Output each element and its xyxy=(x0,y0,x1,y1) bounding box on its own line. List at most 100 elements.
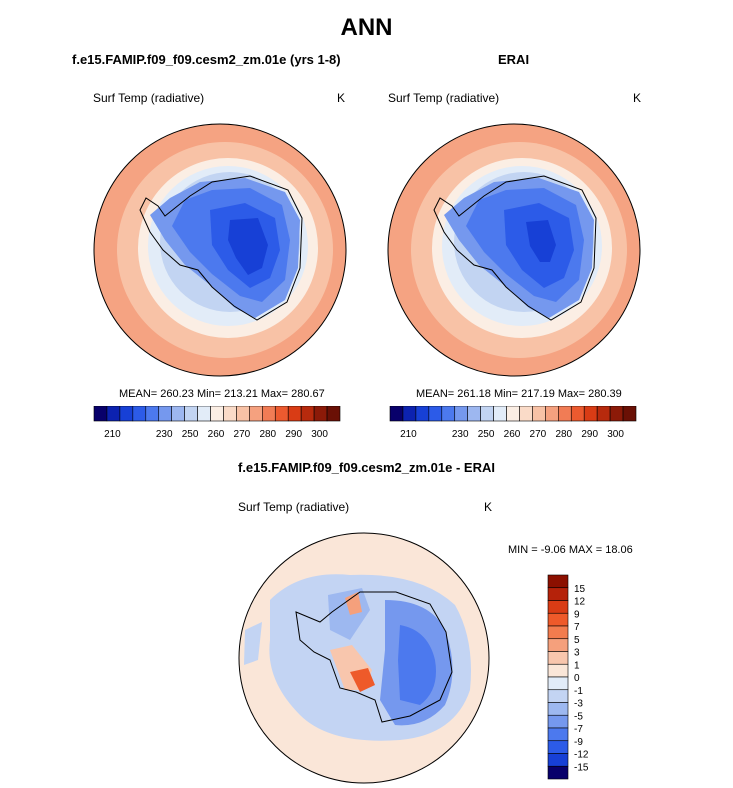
diff-colorbar-tick-label: -15 xyxy=(574,762,589,773)
diff-colorbar-tick-label: -12 xyxy=(574,750,589,761)
panel2-colorbar-tick-label: 280 xyxy=(555,429,572,440)
panel2-colorbar-tick-label: 270 xyxy=(530,429,547,440)
diff-colorbar-swatch xyxy=(547,676,569,691)
diff-colorbar-swatch xyxy=(547,600,569,614)
panel2-colorbar-swatch xyxy=(428,406,443,422)
panel2-colorbar-swatch xyxy=(519,406,533,422)
panel1-colorbar-swatch xyxy=(158,406,172,422)
panel1-title: f.e15.FAMIP.f09_f09.cesm2_zm.01e (yrs 1-… xyxy=(72,52,341,67)
panel1-colorbar-tick-label: 210 xyxy=(104,429,121,440)
panel1-colorbar-swatch xyxy=(106,406,121,422)
panel1-colorbar-swatch xyxy=(262,406,276,422)
diff-colorbar-tick-label: -3 xyxy=(574,699,583,710)
panel2-map-border xyxy=(387,123,641,377)
panel1-colorbar-swatch xyxy=(223,406,237,422)
panel2-variable-label: Surf Temp (radiative) xyxy=(388,91,500,105)
diff-colorbar-swatch xyxy=(547,663,569,678)
panel1-colorbar-swatch xyxy=(249,406,263,422)
panel1-colorbar-tick-label: 280 xyxy=(259,429,276,440)
panel2-units-label: K xyxy=(633,91,642,105)
panel1-variable-label: Surf Temp (radiative) xyxy=(93,91,205,105)
panel1-colorbar-swatch xyxy=(313,406,328,422)
panel2-ice-min xyxy=(526,220,556,262)
diff-colorbar-swatch xyxy=(547,574,569,589)
panel2-colorbar-tick-label: 300 xyxy=(607,429,624,440)
panel2-colorbar-swatch xyxy=(583,406,598,422)
panel2-colorbar-tick-label: 250 xyxy=(478,429,495,440)
panel1-colorbar-swatch xyxy=(119,406,134,422)
panel2-colorbar-swatch xyxy=(441,406,456,422)
panel1-colorbar-swatch xyxy=(93,406,108,422)
panel2-colorbar-swatch xyxy=(545,406,559,422)
diff-colorbar-tick-label: -9 xyxy=(574,737,583,748)
panel1-colorbar-swatch xyxy=(300,406,315,422)
diff-colorbar-tick-label: 12 xyxy=(574,597,586,608)
panel2-colorbar-swatch xyxy=(415,406,430,422)
diff-colorbar-swatch xyxy=(547,714,569,729)
main-title: ANN xyxy=(340,14,393,41)
panel2-colorbar-tick-label: 290 xyxy=(581,429,598,440)
diff-colorbar: 15 129 7 5 31 0 -1 -3-5 -7 -9 -12-15 xyxy=(547,574,589,780)
panel1-colorbar-swatch xyxy=(326,406,341,422)
panel1-colorbar-tick-label: 260 xyxy=(208,429,225,440)
diff-panel-title: f.e15.FAMIP.f09_f09.cesm2_zm.01e - ERAI xyxy=(237,460,495,475)
panel1-colorbar-swatch xyxy=(145,406,160,422)
diff-warm-peninsula xyxy=(345,592,362,615)
panel2-colorbar-swatch xyxy=(389,406,404,422)
panel1-colorbar-swatch xyxy=(210,406,224,422)
panel2-colorbar: 210 230 250 260 270 280 290 300 xyxy=(389,406,637,440)
diff-colorbar-swatch xyxy=(547,740,569,754)
panel2-colorbar-swatch xyxy=(622,406,637,422)
diff-variable-label: Surf Temp (radiative) xyxy=(238,500,350,514)
panel1-colorbar: 210 230 250 260 270 280 290 300 xyxy=(93,406,341,440)
diff-colorbar-swatch xyxy=(547,638,569,652)
panel1-ice-min xyxy=(228,218,268,275)
panel2-colorbar-tick-label: 260 xyxy=(504,429,521,440)
panel1-colorbar-swatch xyxy=(287,406,302,422)
diff-colorbar-tick-label: 0 xyxy=(574,673,580,684)
diff-colorbar-swatch xyxy=(547,625,569,640)
diff-colorbar-swatch xyxy=(547,753,569,767)
diff-colorbar-tick-label: 9 xyxy=(574,609,580,620)
diff-colorbar-swatch xyxy=(547,612,569,627)
diff-coastline xyxy=(295,591,453,723)
diff-colorbar-tick-label: 7 xyxy=(574,622,580,633)
panel1-stats: MEAN= 260.23 Min= 213.21 Max= 280.67 xyxy=(119,388,325,400)
diff-east-core xyxy=(398,625,436,705)
diff-colorbar-swatch xyxy=(547,587,569,601)
panel1-colorbar-tick-label: 250 xyxy=(182,429,199,440)
diff-colorbar-swatch xyxy=(547,651,569,665)
panel2-colorbar-swatch xyxy=(480,406,494,422)
panel1-units-label: K xyxy=(337,91,346,105)
panel2-coastline xyxy=(433,175,597,321)
panel2-title: ERAI xyxy=(498,52,530,67)
diff-colorbar-tick-label: 1 xyxy=(574,660,580,671)
diff-colorbar-tick-label: -7 xyxy=(574,724,583,735)
panel1-colorbar-swatch xyxy=(132,406,147,422)
panel2-colorbar-swatch xyxy=(493,406,507,422)
panel2-colorbar-swatch xyxy=(506,406,520,422)
panel1-colorbar-swatch xyxy=(274,406,289,422)
panel2-colorbar-tick-label: 230 xyxy=(452,429,469,440)
diff-map-border xyxy=(238,532,490,784)
panel2-colorbar-tick-label: 210 xyxy=(400,429,417,440)
panel2-colorbar-swatch xyxy=(558,406,572,422)
panel1-colorbar-tick-label: 290 xyxy=(285,429,302,440)
diff-colorbar-tick-label: -1 xyxy=(574,686,583,697)
diff-colorbar-swatch xyxy=(547,702,569,716)
panel2-colorbar-swatch xyxy=(596,406,611,422)
diff-patch-west xyxy=(244,622,262,665)
panel1-coastline xyxy=(139,175,303,321)
panel1-colorbar-swatch xyxy=(184,406,198,422)
diff-colorbar-tick-label: 15 xyxy=(574,584,586,595)
panel2-colorbar-swatch xyxy=(532,406,546,422)
panel1-colorbar-tick-label: 270 xyxy=(234,429,251,440)
panel1-map-border xyxy=(93,123,347,377)
diff-warm-max xyxy=(350,668,375,692)
diff-colorbar-swatch xyxy=(547,727,569,742)
diff-colorbar-tick-label: 5 xyxy=(574,635,580,646)
panel1-colorbar-tick-label: 300 xyxy=(311,429,328,440)
